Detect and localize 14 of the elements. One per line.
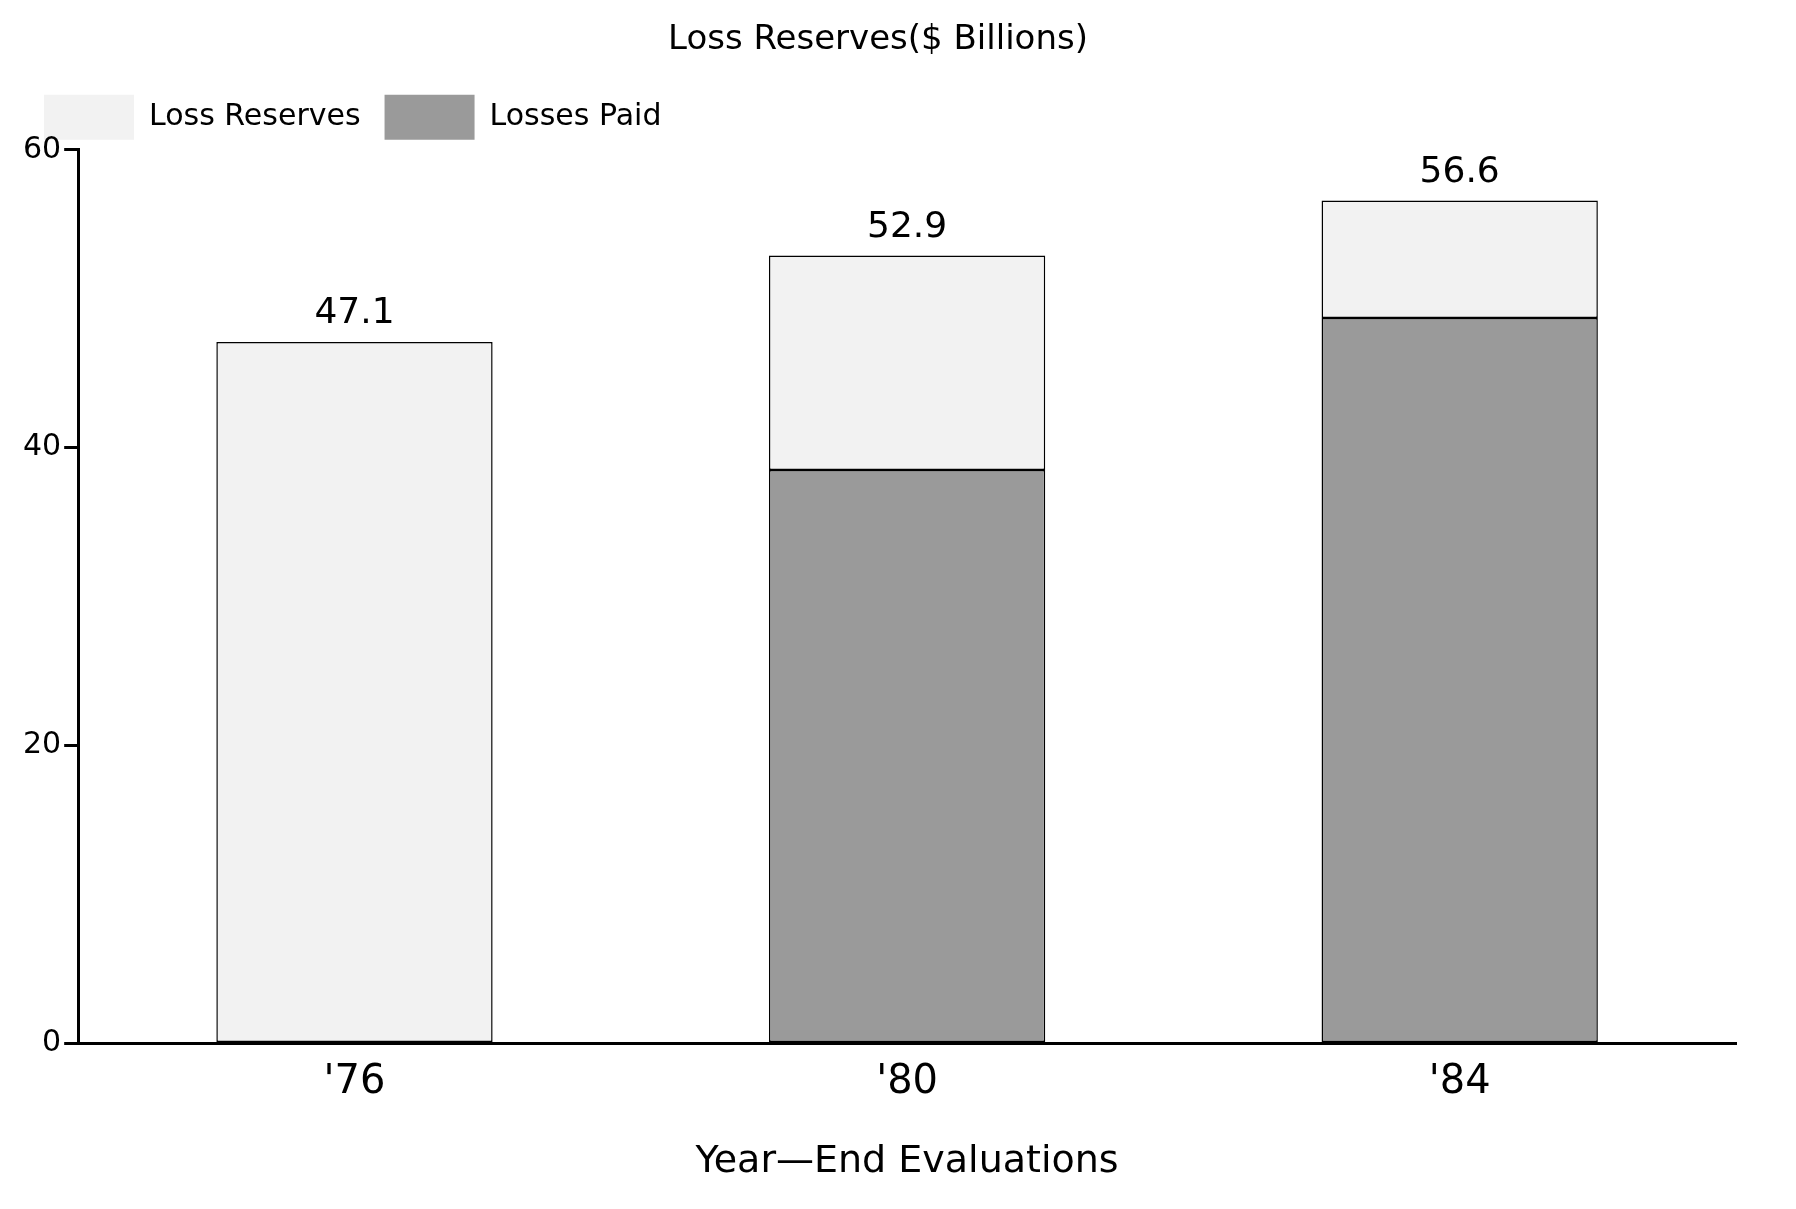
total-label: 47.1 [314,290,395,332]
y-tick-label: 0 [42,1023,62,1059]
legend-label: Loss Reserves [149,97,361,133]
y-tick-label: 40 [22,427,62,463]
chart-title: Loss Reserves($ Billions) [668,17,1088,58]
y-tick-label: 60 [22,129,62,165]
x-tick-label: '84 [1428,1055,1491,1102]
total-label: 56.6 [1419,148,1500,190]
legend-label: Losses Paid [489,97,662,133]
x-tick-label: '76 [323,1055,386,1102]
x-tick-label: '80 [876,1055,939,1102]
total-label: 52.9 [867,203,948,245]
y-tick-label: 20 [22,725,62,761]
x-axis-title: Year—End Evaluations [694,1137,1119,1182]
